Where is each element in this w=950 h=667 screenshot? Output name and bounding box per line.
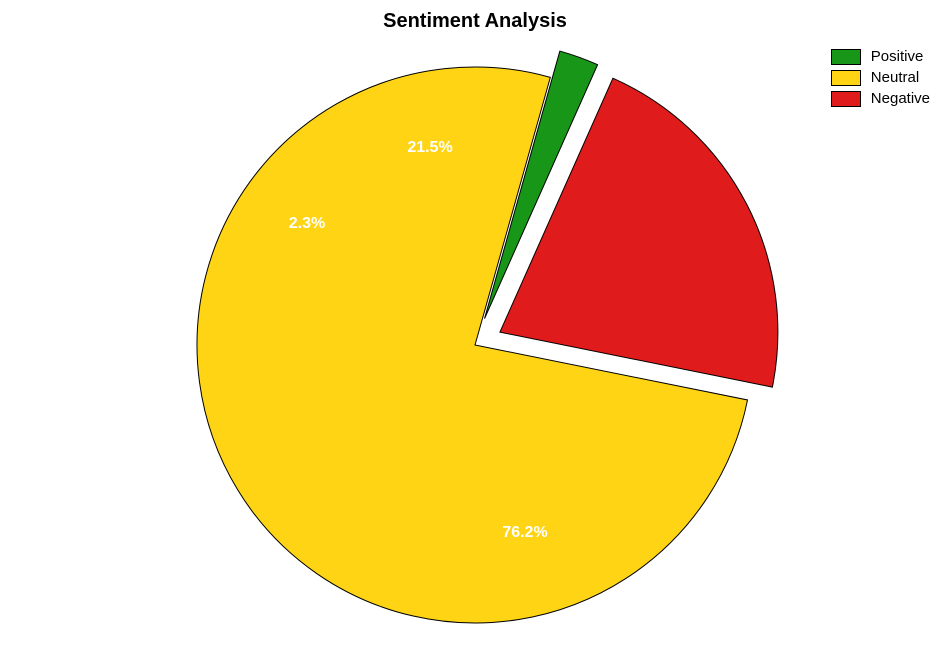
slice-label-negative: 21.5%: [407, 139, 452, 157]
pie-chart: 21.5% 76.2% 2.3%: [0, 0, 950, 662]
slice-label-positive: 2.3%: [289, 215, 325, 233]
pie-svg: [0, 0, 950, 662]
slice-label-neutral: 76.2%: [502, 524, 547, 542]
